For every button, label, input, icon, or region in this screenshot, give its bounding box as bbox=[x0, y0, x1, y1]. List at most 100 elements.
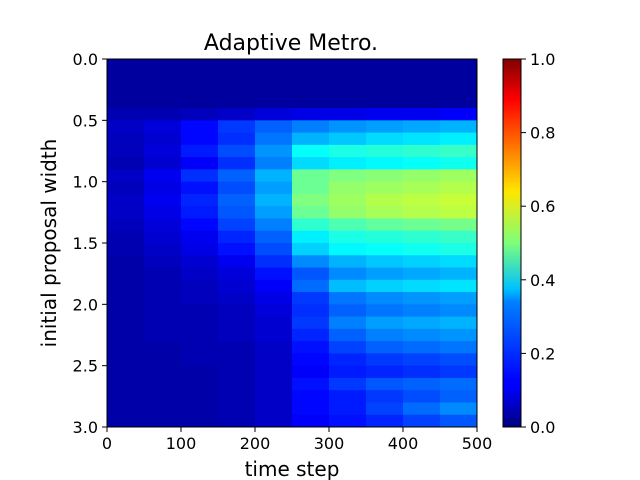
y-tick-label: 2.5 bbox=[73, 357, 98, 376]
heatmap-cell bbox=[107, 181, 145, 195]
heatmap-cells bbox=[107, 59, 478, 428]
heatmap-cell bbox=[366, 341, 404, 354]
heatmap-cell bbox=[366, 377, 404, 391]
heatmap-cell bbox=[144, 206, 182, 219]
heatmap-cell bbox=[329, 120, 367, 134]
heatmap-cell bbox=[366, 169, 404, 183]
heatmap-cell bbox=[329, 230, 367, 244]
heatmap-cell bbox=[440, 390, 478, 403]
heatmap-cell bbox=[255, 218, 293, 232]
x-tick-label: 400 bbox=[388, 434, 419, 453]
heatmap-cell bbox=[181, 120, 219, 134]
heatmap-cell bbox=[218, 390, 256, 403]
heatmap-cell bbox=[292, 414, 330, 428]
heatmap-cell bbox=[107, 316, 145, 330]
heatmap-cell bbox=[107, 292, 145, 305]
heatmap-cell bbox=[107, 414, 145, 428]
heatmap-cell bbox=[181, 157, 219, 170]
y-tick-label: 3.0 bbox=[73, 418, 98, 437]
colorbar bbox=[503, 59, 521, 427]
heatmap-cell bbox=[329, 304, 367, 318]
heatmap-cell bbox=[107, 218, 145, 232]
heatmap-cell bbox=[366, 144, 404, 158]
heatmap-cell bbox=[255, 144, 293, 158]
heatmap-cell bbox=[107, 255, 145, 269]
heatmap-cell bbox=[218, 59, 256, 109]
heatmap-cell bbox=[144, 255, 182, 269]
heatmap-cell bbox=[403, 267, 441, 281]
heatmap-cell bbox=[218, 181, 256, 195]
heatmap-cell bbox=[255, 267, 293, 281]
heatmap-cell bbox=[403, 144, 441, 158]
heatmap-cell bbox=[292, 144, 330, 158]
heatmap-cell bbox=[292, 377, 330, 391]
heatmap-cell bbox=[144, 292, 182, 305]
heatmap-cell bbox=[144, 120, 182, 134]
heatmap-cell bbox=[255, 341, 293, 354]
heatmap-cell bbox=[403, 218, 441, 232]
x-axis-ticks: 0 100 200 300 400 500 bbox=[102, 427, 492, 453]
heatmap-cell bbox=[292, 304, 330, 318]
heatmap-cell bbox=[403, 328, 441, 342]
y-tick-label: 2.0 bbox=[73, 295, 98, 314]
heatmap-cell bbox=[403, 193, 441, 207]
y-tick-label: 0.0 bbox=[73, 50, 98, 69]
heatmap-cell bbox=[403, 353, 441, 367]
heatmap-cell bbox=[329, 144, 367, 158]
heatmap-cell bbox=[144, 341, 182, 354]
heatmap-cell bbox=[144, 304, 182, 318]
heatmap-cell bbox=[255, 328, 293, 342]
heatmap-cell bbox=[218, 120, 256, 134]
heatmap-cell bbox=[403, 206, 441, 219]
heatmap-cell bbox=[366, 414, 404, 428]
heatmap-cell bbox=[107, 157, 145, 170]
heatmap-cell bbox=[255, 377, 293, 391]
heatmap-cell bbox=[144, 157, 182, 170]
heatmap-cell bbox=[403, 108, 441, 121]
heatmap-cell bbox=[292, 341, 330, 354]
heatmap-cell bbox=[292, 402, 330, 416]
heatmap-cell bbox=[181, 341, 219, 354]
chart-title: Adaptive Metro. bbox=[204, 31, 378, 56]
heatmap-cell bbox=[218, 267, 256, 281]
x-tick-label: 100 bbox=[166, 434, 197, 453]
heatmap-cell bbox=[292, 59, 330, 109]
heatmap-cell bbox=[144, 108, 182, 121]
heatmap-cell bbox=[292, 279, 330, 293]
heatmap-cell bbox=[181, 243, 219, 256]
heatmap-cell bbox=[218, 206, 256, 219]
heatmap-cell bbox=[181, 193, 219, 207]
heatmap-cell bbox=[440, 181, 478, 195]
x-tick-label: 300 bbox=[314, 434, 345, 453]
heatmap-cell bbox=[181, 169, 219, 183]
heatmap-cell bbox=[440, 365, 478, 379]
heatmap-cell bbox=[403, 181, 441, 195]
heatmap-cell bbox=[403, 132, 441, 146]
heatmap-cell bbox=[440, 414, 478, 428]
heatmap-cell bbox=[255, 230, 293, 244]
heatmap-cell bbox=[329, 414, 367, 428]
heatmap-cell bbox=[329, 193, 367, 207]
heatmap-cell bbox=[292, 255, 330, 269]
heatmap-cell bbox=[181, 304, 219, 318]
heatmap-cell bbox=[255, 390, 293, 403]
heatmap-cell bbox=[329, 206, 367, 219]
heatmap-cell bbox=[255, 108, 293, 121]
heatmap-cell bbox=[218, 144, 256, 158]
heatmap-cell bbox=[144, 402, 182, 416]
heatmap-cell bbox=[366, 120, 404, 134]
heatmap-cell bbox=[218, 377, 256, 391]
heatmap-cell bbox=[403, 120, 441, 134]
heatmap-cell bbox=[144, 230, 182, 244]
heatmap-cell bbox=[329, 255, 367, 269]
heatmap-cell bbox=[181, 377, 219, 391]
colorbar-tick-label: 0.8 bbox=[530, 124, 555, 143]
heatmap-cell bbox=[366, 108, 404, 121]
heatmap-cell bbox=[255, 132, 293, 146]
heatmap-cell bbox=[107, 193, 145, 207]
heatmap-cell bbox=[366, 304, 404, 318]
heatmap-cell bbox=[218, 365, 256, 379]
heatmap-cell bbox=[144, 279, 182, 293]
heatmap-cell bbox=[107, 267, 145, 281]
